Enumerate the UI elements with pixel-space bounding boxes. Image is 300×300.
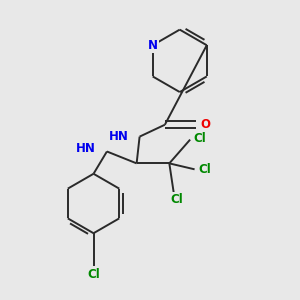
Text: O: O bbox=[200, 118, 210, 131]
Text: Cl: Cl bbox=[170, 193, 183, 206]
Text: HN: HN bbox=[76, 142, 96, 155]
Text: Cl: Cl bbox=[87, 268, 100, 281]
Text: Cl: Cl bbox=[199, 163, 212, 176]
Text: Cl: Cl bbox=[193, 132, 206, 145]
Text: N: N bbox=[148, 39, 158, 52]
Text: HN: HN bbox=[109, 130, 129, 143]
